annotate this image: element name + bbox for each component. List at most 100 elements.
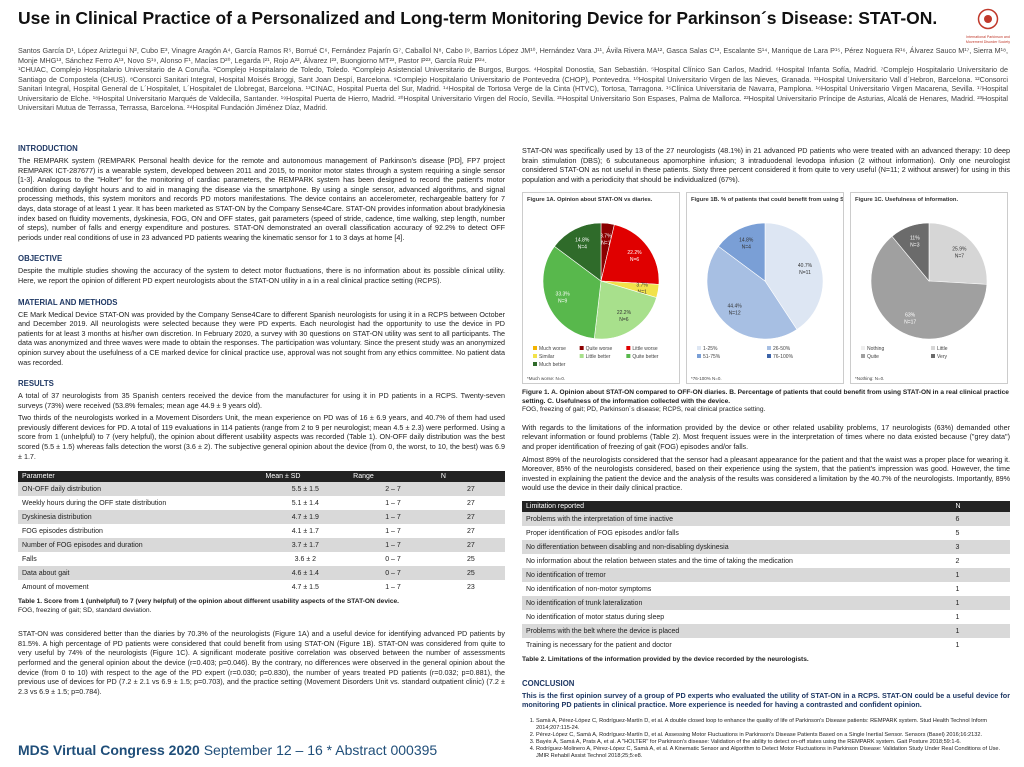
value-label: 22.2% <box>617 310 632 316</box>
legend-swatch <box>579 346 584 351</box>
header-row: Limitation reported N <box>522 501 1010 513</box>
reference: Pérez-López C, Samà A, Rodríguez-Martín … <box>536 732 1010 739</box>
figure-panel: Figure 1A. Opinion about STAT-ON vs diar… <box>522 192 680 385</box>
count-label: N=12 <box>729 311 741 317</box>
reference: Bayés À, Samá A, Prats A, et al. A "HOLT… <box>536 739 1010 746</box>
cell: 25 <box>467 555 475 563</box>
cell: No identification of tremor <box>522 568 952 583</box>
table-1: Parameter Mean ± SD Range N ON-OFF daily dis… <box>18 471 505 594</box>
row: No identification of motor status during… <box>522 610 1010 624</box>
cell: Weekly hours during the OFF state distri… <box>22 499 167 507</box>
table-caption: Table 2. Limitations of the information … <box>522 656 809 664</box>
row: Number of FOG episodes and duration 3.7 ±… <box>18 538 505 553</box>
cell: Problems with the interpretation of time… <box>522 512 952 527</box>
cell: 1 – 7 <box>385 527 401 535</box>
legend-swatch <box>533 354 537 359</box>
chart-title: Figure 1B. % of patients that could bene… <box>691 197 843 203</box>
footer: MDS Virtual Congress 2020 September 12 –… <box>18 742 437 758</box>
references: Samà A, Pérez-López C, Rodríguez-Martín … <box>522 718 1010 760</box>
pie-slice <box>706 246 798 340</box>
section-heading: MATERIAL AND METHODS <box>18 297 118 307</box>
row: Proper identification of FOG episodes an… <box>522 526 1010 540</box>
cell: Amount of movement <box>22 583 89 591</box>
legend-label: Quite <box>867 354 879 360</box>
cell: 4.7 ± 1.9 <box>261 510 350 525</box>
legend-swatch <box>626 354 631 359</box>
row: No identification of tremor 1 <box>522 568 1010 583</box>
count-label: N=17 <box>904 320 916 326</box>
cell: 4.6 ± 1.4 <box>261 566 350 581</box>
legend-swatch <box>861 346 865 351</box>
cell: 1 <box>951 568 1010 583</box>
cell: Data about gait <box>18 566 262 581</box>
figures: Figure 1A. Opinion about STAT-ON vs diar… <box>522 192 1010 385</box>
title: Use in Clinical Practice of a Personaliz… <box>18 8 938 28</box>
figure-note: FOG, freezing of gait; PD, Parkinson´s d… <box>522 406 766 414</box>
value-label: 11% <box>910 236 920 242</box>
pie-slice <box>891 223 930 283</box>
legend-label: Quite better <box>632 354 658 360</box>
table-2: Limitation reported N Problems with the in… <box>522 501 1010 652</box>
cell: No differentiation between disabling and… <box>522 540 952 555</box>
cell: 25 <box>436 566 505 581</box>
figure-panel: Figure 1B. % of patients that could bene… <box>686 192 867 385</box>
count-label: N=4 <box>578 245 588 251</box>
value-label: 44.4% <box>728 304 743 310</box>
cell: Dyskinesia distribution <box>18 510 262 525</box>
cell: Number of FOG episodes and duration <box>18 538 262 553</box>
header-cell: Limitation reported <box>522 501 952 513</box>
legend-swatch <box>533 346 537 351</box>
cell: 1 – 7 <box>349 510 437 525</box>
paragraph: This is the first opinion survey of a gr… <box>522 690 1010 710</box>
cell: No identification of non-motor symptoms <box>526 585 652 593</box>
cell: 3.6 ± 2 <box>294 555 316 563</box>
cell: No identification of motor status during… <box>526 613 665 621</box>
paragraph: CE Mark Medical Device STAT-ON was provi… <box>18 309 505 367</box>
paragraph: With regards to the limitations of the i… <box>522 422 1010 452</box>
row: Problems with the interpretation of time… <box>522 512 1010 527</box>
section-heading: RESULTS <box>18 379 54 389</box>
chart-note: *76-100% N=0. <box>691 376 722 381</box>
cell: No information about the relation betwee… <box>526 557 793 565</box>
cell: 27 <box>436 510 505 525</box>
cell: 2 <box>955 557 960 565</box>
cell: Training is necessary for the patient an… <box>526 641 672 649</box>
legend-swatch <box>767 354 771 359</box>
paragraph: A total of 37 neurologists from 35 Spani… <box>18 391 505 410</box>
section-heading: OBJECTIVE <box>18 254 63 264</box>
count-label: N=6 <box>619 317 629 323</box>
cell: 6 <box>951 512 1010 527</box>
pie-slice <box>593 280 657 340</box>
cell: 23 <box>467 583 475 591</box>
pie-slice <box>554 223 602 282</box>
pie-slice <box>870 236 988 340</box>
legend-label: Much better <box>539 362 566 368</box>
cell: 5 <box>955 529 960 537</box>
count-label: N=3 <box>910 243 920 249</box>
row: No identification of trunk lateralizatio… <box>522 596 1010 611</box>
cell: 5.1 ± 1.4 <box>291 499 319 507</box>
legend-label: Much worse <box>539 346 566 352</box>
legend-label: 76-100% <box>773 354 794 360</box>
row: Training is necessary for the patient an… <box>522 638 1010 652</box>
congress: MDS Virtual Congress 2020 <box>18 742 200 758</box>
value-label: 14.8% <box>739 238 754 244</box>
cell: 3.7 ± 1.7 <box>261 538 350 553</box>
header-row: Parameter Mean ± SD Range N <box>18 471 505 483</box>
cell: 1 <box>955 641 960 649</box>
cell: FOG episodes distribution <box>22 527 103 535</box>
cell: 1 – 7 <box>349 538 437 553</box>
value-label: 63% <box>905 313 916 319</box>
paragraph: Despite the multiple studies showing the… <box>18 266 505 285</box>
cell: 0 – 7 <box>385 555 401 563</box>
row: Weekly hours during the OFF state distri… <box>18 496 505 510</box>
count-label: N=11 <box>799 270 811 276</box>
logo: International Parkinson and Movement Dis… <box>960 8 1016 44</box>
pie-chart: Figure 1B. % of patients that could bene… <box>691 197 867 381</box>
legend-label: Little <box>937 346 948 352</box>
chart-note: *Nothing: N=0. <box>855 376 884 381</box>
cell: 27 <box>467 527 475 535</box>
legend-label: Quite worse <box>586 346 613 352</box>
